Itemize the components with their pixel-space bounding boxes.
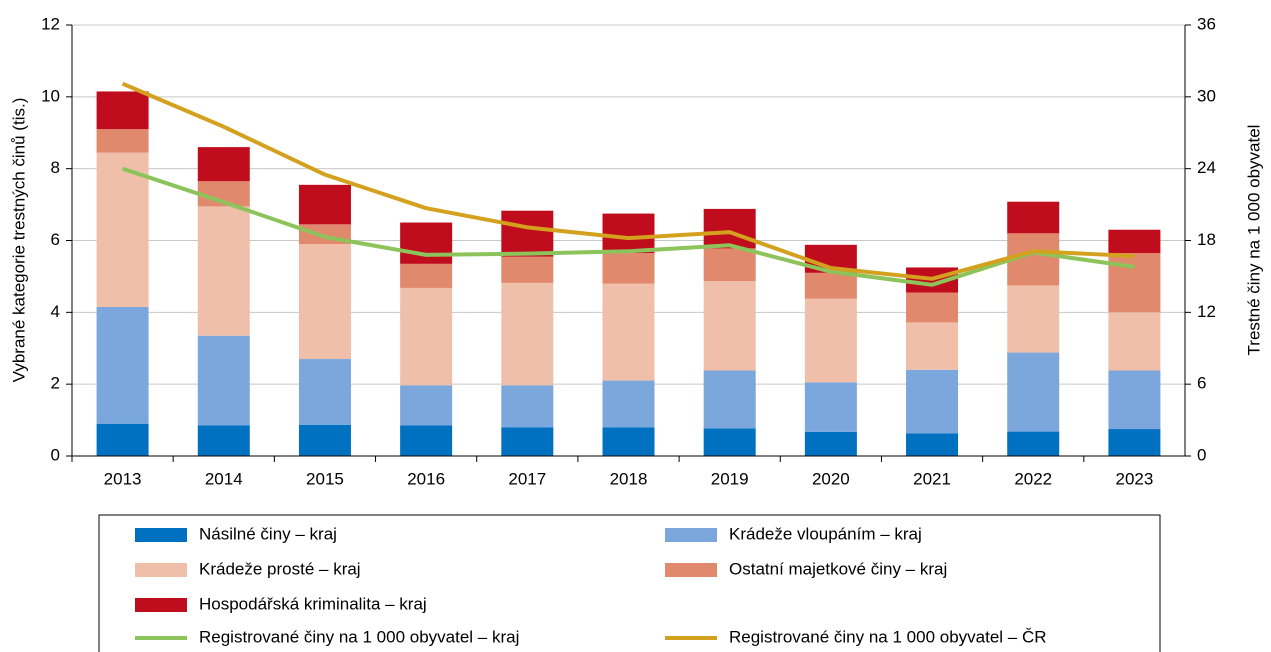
legend-label: Registrované činy na 1 000 obyvatel – kr… — [199, 627, 519, 646]
legend-label: Násilné činy – kraj — [199, 524, 337, 543]
bar — [96, 91, 149, 130]
bar — [501, 427, 554, 456]
legend-swatch — [135, 598, 187, 612]
bar — [1007, 285, 1060, 353]
y2-tick-label: 30 — [1197, 86, 1216, 105]
bar — [906, 292, 959, 323]
bar — [1007, 201, 1060, 234]
bar — [96, 152, 149, 307]
bar — [703, 428, 756, 456]
y2-tick-label: 36 — [1197, 14, 1216, 33]
legend-label: Registrované činy na 1 000 obyvatel – ČR — [729, 627, 1047, 646]
bar — [703, 370, 756, 429]
x-tick-label: 2022 — [1014, 469, 1052, 488]
bar — [1108, 312, 1161, 371]
x-tick-label: 2020 — [812, 469, 850, 488]
bar — [400, 287, 453, 386]
x-tick-label: 2017 — [508, 469, 546, 488]
y-tick-label: 6 — [51, 230, 60, 249]
bar — [400, 385, 453, 426]
bar — [96, 423, 149, 456]
bar — [906, 369, 959, 434]
y2-axis-label: Trestné činy na 1 000 obyvatel — [1244, 125, 1263, 356]
bar — [298, 359, 351, 425]
bar — [1108, 229, 1161, 254]
bar — [804, 382, 857, 432]
bar — [602, 213, 655, 254]
bar — [906, 433, 959, 456]
bar — [298, 244, 351, 360]
bar — [703, 248, 756, 282]
bar — [1007, 431, 1060, 456]
bar — [501, 282, 554, 386]
y-tick-label: 4 — [51, 302, 60, 321]
y2-tick-label: 18 — [1197, 230, 1216, 249]
bar — [602, 253, 655, 284]
bar — [96, 129, 149, 153]
y2-tick-label: 6 — [1197, 374, 1206, 393]
y-axis-label: Vybrané kategorie trestných činů (tis.) — [9, 98, 28, 383]
x-tick-label: 2023 — [1115, 469, 1153, 488]
bar — [1108, 253, 1161, 313]
bar — [400, 222, 453, 264]
y2-tick-label: 0 — [1197, 445, 1206, 464]
bar — [602, 380, 655, 428]
bar — [501, 256, 554, 283]
bar — [400, 263, 453, 288]
x-tick-label: 2019 — [711, 469, 749, 488]
bar — [602, 427, 655, 456]
x-tick-label: 2018 — [610, 469, 648, 488]
bar — [703, 281, 756, 371]
x-tick-label: 2015 — [306, 469, 344, 488]
legend-swatch — [135, 528, 187, 542]
y-tick-label: 8 — [51, 158, 60, 177]
bar — [1108, 370, 1161, 430]
bar — [197, 147, 250, 182]
x-tick-label: 2014 — [205, 469, 243, 488]
x-tick-label: 2016 — [407, 469, 445, 488]
bar — [298, 424, 351, 456]
legend-swatch — [665, 528, 717, 542]
bar — [703, 208, 756, 249]
legend-box — [98, 514, 1161, 652]
bar — [1007, 352, 1060, 432]
bar — [804, 298, 857, 383]
legend-label: Hospodářská kriminalita – kraj — [199, 594, 427, 613]
legend-label: Krádeže vloupáním – kraj — [729, 524, 922, 543]
legend-swatch — [135, 563, 187, 577]
line — [121, 166, 1135, 287]
bar — [501, 385, 554, 428]
bar — [197, 425, 250, 456]
bar — [298, 184, 351, 225]
x-tick-label: 2013 — [104, 469, 142, 488]
y2-tick-label: 12 — [1197, 302, 1216, 321]
bar — [1108, 429, 1161, 456]
legend-label: Krádeže prosté – kraj — [199, 559, 361, 578]
bar — [602, 283, 655, 381]
bar — [400, 425, 453, 456]
line — [121, 81, 1135, 281]
bar — [197, 206, 250, 336]
y-tick-label: 10 — [41, 86, 60, 105]
bar — [804, 272, 857, 299]
y-tick-label: 0 — [51, 445, 60, 464]
bar — [906, 322, 959, 370]
legend-label: Ostatní majetkové činy – kraj — [729, 559, 947, 578]
bar — [501, 210, 554, 257]
y-tick-label: 12 — [41, 14, 60, 33]
x-tick-label: 2021 — [913, 469, 951, 488]
legend-swatch — [665, 563, 717, 577]
bar — [804, 431, 857, 456]
bar — [197, 335, 250, 426]
bar — [96, 306, 149, 424]
y-tick-label: 2 — [51, 374, 60, 393]
y2-tick-label: 24 — [1197, 158, 1216, 177]
